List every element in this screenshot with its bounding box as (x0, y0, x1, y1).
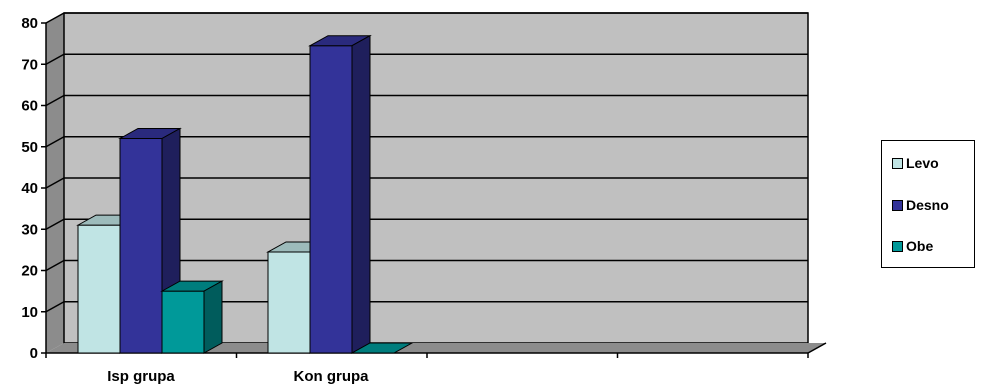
bar-front (309, 45, 353, 354)
gridline-side (45, 301, 65, 313)
legend-swatch-obe (892, 240, 903, 252)
y-tick-label: 60 (21, 98, 38, 115)
gridline-side (45, 259, 65, 272)
y-tick-label: 70 (21, 56, 38, 73)
gridlines (45, 12, 808, 313)
bars (76, 34, 414, 354)
gridline-side (45, 53, 65, 65)
bar-front (267, 251, 311, 354)
y-tick-label: 20 (21, 263, 38, 280)
x-category-labels: Isp grupa Kon grupa (107, 368, 369, 385)
y-tick-label: 80 (21, 15, 38, 32)
y-tick-label: 10 (21, 304, 38, 321)
gridline-side (45, 177, 65, 189)
legend-label-desno: Desno (906, 197, 949, 213)
y-tick-label: 40 (21, 180, 38, 197)
gridline-side (45, 218, 65, 230)
legend-item-levo: Levo (892, 154, 939, 172)
y-tick-label: 0 (30, 345, 38, 362)
legend-label-obe: Obe (906, 238, 934, 254)
floor (46, 343, 826, 353)
legend-item-desno: Desno (892, 196, 949, 214)
y-tick-label: 30 (21, 221, 38, 238)
gridline-side (45, 12, 65, 24)
gridline-side (45, 94, 65, 107)
bar-front (161, 290, 205, 354)
legend-item-obe: Obe (892, 237, 933, 255)
legend-swatch-levo (892, 157, 903, 169)
bar-side (351, 34, 371, 354)
y-tick-labels: 0 10 20 30 40 50 60 70 80 (21, 15, 38, 362)
x-category-label: Kon grupa (294, 368, 370, 385)
x-category-label: Isp grupa (107, 368, 175, 385)
bar-obe (160, 280, 224, 354)
y-tick-label: 50 (21, 139, 38, 156)
x-axis-end (807, 342, 827, 354)
bar-desno (308, 34, 372, 354)
bar-front (119, 138, 163, 354)
legend-label-levo: Levo (906, 155, 939, 171)
bar-top (350, 342, 414, 354)
bar-obe (350, 342, 414, 354)
gridline-side (45, 136, 65, 148)
legend-swatch-desno (892, 199, 903, 211)
bar-front (77, 224, 121, 354)
bar-side (203, 280, 223, 354)
legend: Levo Desno Obe (881, 140, 975, 268)
